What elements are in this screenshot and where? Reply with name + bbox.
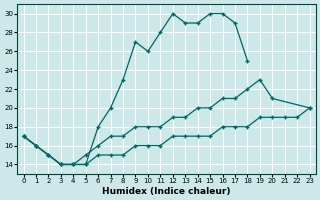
X-axis label: Humidex (Indice chaleur): Humidex (Indice chaleur) xyxy=(102,187,231,196)
